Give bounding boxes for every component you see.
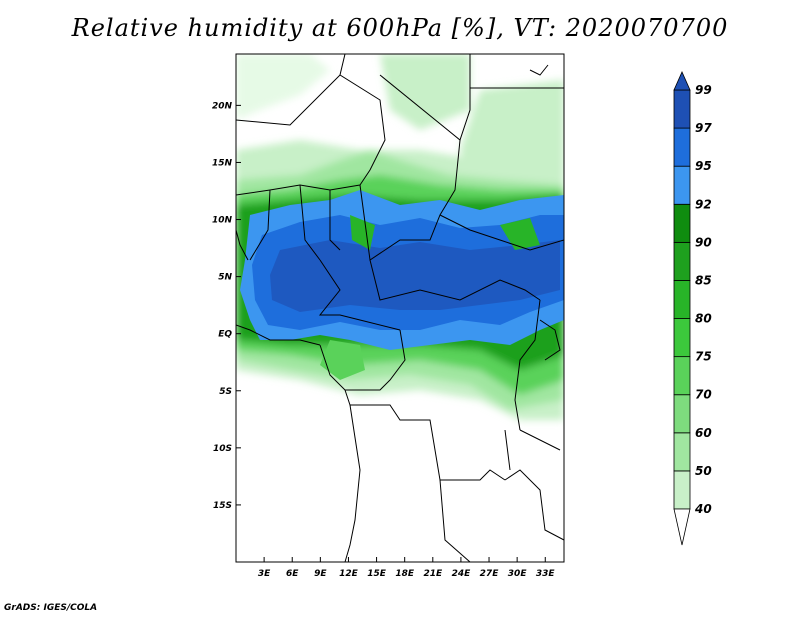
colorbar-label: 70 [695, 388, 712, 402]
map-frame [235, 53, 565, 563]
colorbar-segment [673, 127, 691, 167]
lon-label: 33E [536, 569, 556, 579]
colorbar-label: 90 [695, 235, 712, 249]
colorbar-segment [673, 356, 691, 396]
chart-title: Relative humidity at 600hPa [%], VT: 202… [71, 14, 729, 42]
lon-label: 6E [286, 569, 299, 579]
colorbar-label: 75 [695, 350, 712, 364]
lat-label: 10S [213, 444, 232, 454]
lon-label: 15E [367, 569, 387, 579]
lon-label: 18E [395, 569, 415, 579]
lon-label: 27E [480, 569, 500, 579]
lat-label: EQ [218, 330, 232, 340]
colorbar-label: 60 [695, 426, 712, 440]
lat-label: 10N [212, 216, 233, 226]
lat-label: 20N [212, 101, 233, 111]
colorbar-segment [673, 89, 691, 129]
colorbar-segment [673, 165, 691, 205]
colorbar-segment [673, 280, 691, 319]
colorbar-lower-triangle [673, 508, 691, 546]
lon-label: 3E [258, 569, 271, 579]
lat-label: 15N [212, 158, 233, 168]
lat-label: 15S [213, 501, 232, 511]
colorbar-segment [673, 318, 691, 358]
country-borders [236, 54, 564, 562]
lon-label: 30E [508, 569, 528, 579]
colorbar-label: 95 [695, 159, 712, 173]
colorbar-label: 85 [695, 273, 712, 287]
colorbar-segment [673, 241, 691, 281]
colorbar-label: 97 [695, 121, 712, 135]
lat-label: 5N [218, 273, 232, 283]
colorbar-label: 80 [695, 312, 712, 326]
colorbar-segment [673, 203, 691, 243]
colorbar-segment [673, 470, 691, 510]
colorbar-upper-triangle [673, 71, 691, 91]
longitude-axis: 3E 6E 9E 12E 15E 18E 21E 24E 27E 30E 33E [258, 557, 556, 579]
lon-label: 21E [423, 569, 443, 579]
lon-label: 12E [339, 569, 359, 579]
lon-label: 9E [314, 569, 327, 579]
colorbar-label: 40 [694, 502, 712, 516]
footer-credit: GrADS: IGES/COLA [4, 603, 98, 613]
colorbar-segment [673, 394, 691, 434]
lon-label: 24E [452, 569, 472, 579]
latitude-axis: 20N 15N 10N 5N EQ 5S 10S 15S [212, 101, 241, 511]
colorbar-segment [673, 432, 691, 472]
colorbar-label: 92 [695, 197, 712, 211]
lat-label: 5S [219, 387, 232, 397]
colorbar: 40 50 60 70 75 80 85 90 92 95 97 99 [673, 71, 712, 546]
colorbar-label: 99 [695, 83, 712, 97]
colorbar-label: 50 [695, 464, 712, 478]
